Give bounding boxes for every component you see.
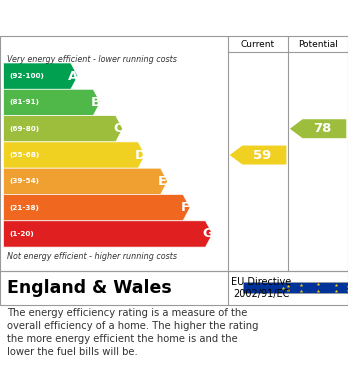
Text: England & Wales: England & Wales: [7, 279, 172, 297]
Text: Not energy efficient - higher running costs: Not energy efficient - higher running co…: [7, 252, 177, 261]
Text: The energy efficiency rating is a measure of the
overall efficiency of a home. T: The energy efficiency rating is a measur…: [7, 308, 259, 357]
Polygon shape: [3, 116, 123, 142]
Text: (39-54): (39-54): [10, 178, 40, 184]
Bar: [243, 282, 348, 293]
Text: G: G: [202, 228, 213, 240]
Text: B: B: [90, 96, 101, 109]
Text: E: E: [158, 175, 167, 188]
Polygon shape: [3, 221, 212, 247]
Text: Very energy efficient - lower running costs: Very energy efficient - lower running co…: [7, 55, 177, 64]
Polygon shape: [3, 89, 100, 116]
Text: (69-80): (69-80): [10, 126, 40, 132]
Polygon shape: [3, 142, 145, 168]
Text: Potential: Potential: [298, 39, 338, 49]
Polygon shape: [3, 63, 78, 89]
Text: Energy Efficiency Rating: Energy Efficiency Rating: [7, 11, 217, 25]
Text: C: C: [113, 122, 122, 135]
Text: Current: Current: [241, 39, 275, 49]
Text: 59: 59: [253, 149, 271, 161]
Text: EU Directive
2002/91/EC: EU Directive 2002/91/EC: [231, 277, 292, 299]
Text: F: F: [181, 201, 190, 214]
Text: 78: 78: [313, 122, 331, 135]
Polygon shape: [230, 145, 286, 165]
Text: (92-100): (92-100): [10, 73, 45, 79]
Text: (81-91): (81-91): [10, 99, 40, 106]
Text: (55-68): (55-68): [10, 152, 40, 158]
Text: A: A: [68, 70, 78, 83]
Polygon shape: [290, 119, 346, 138]
Text: (1-20): (1-20): [10, 231, 34, 237]
Polygon shape: [3, 194, 190, 221]
Polygon shape: [3, 168, 167, 194]
Text: (21-38): (21-38): [10, 204, 40, 211]
Text: D: D: [135, 149, 146, 161]
